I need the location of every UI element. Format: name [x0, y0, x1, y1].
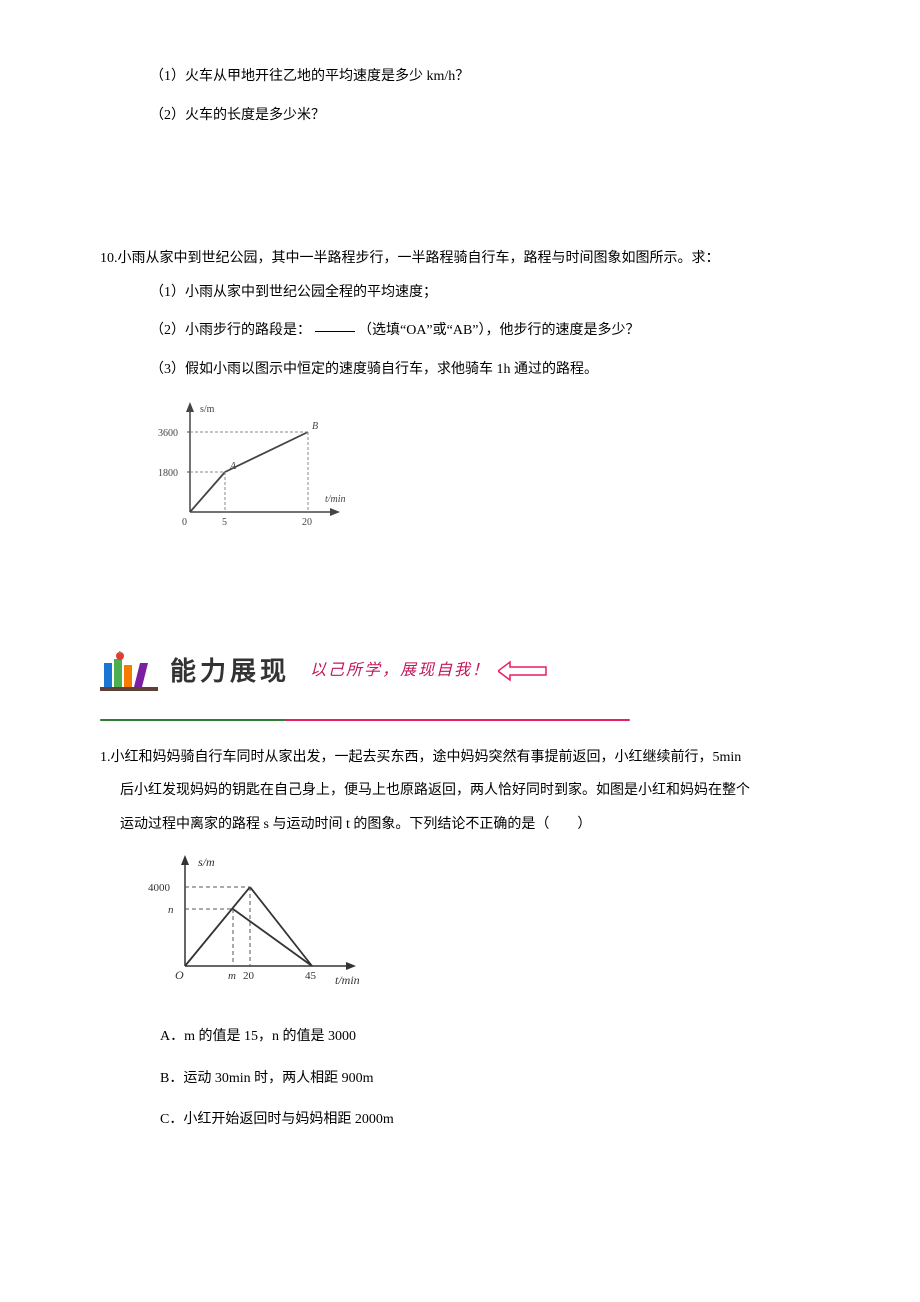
- blank-fill[interactable]: [315, 318, 355, 332]
- x-axis-label: t/min: [325, 494, 346, 505]
- option-A[interactable]: A．m 的值是 15，n 的值是 3000: [160, 1020, 820, 1054]
- question-10: 10.小雨从家中到世纪公园，其中一半路程步行，一半路程骑自行车，路程与时间图象如…: [100, 242, 820, 550]
- books-icon: [100, 651, 160, 691]
- section-title: 能力展现: [170, 640, 290, 702]
- x-axis-label: t/min: [335, 973, 360, 987]
- q1-chart: s/m t/min 4000 n O m 20 45: [140, 851, 820, 1005]
- xtick-20: 20: [302, 517, 312, 528]
- q10-sub2-b: （选填“OA”或“AB”），他步行的速度是多少？: [358, 323, 640, 338]
- point-A: A: [229, 461, 237, 472]
- xtick-5: 5: [222, 517, 227, 528]
- q9-sub2-text: （2）火车的长度是多少米？: [150, 108, 325, 123]
- q1-line1: 1.小红和妈妈骑自行车同时从家出发，一起去买东西，途中妈妈突然有事提前返回，小红…: [100, 741, 820, 775]
- point-B: B: [312, 421, 318, 432]
- option-C[interactable]: C．小红开始返回时与妈妈相距 2000m: [160, 1103, 820, 1137]
- xtick-0: 0: [182, 517, 187, 528]
- ytick-3600: 3600: [158, 428, 178, 439]
- q1-line3-text: 运动过程中离家的路程 s 与运动时间 t 的图象。下列结论不正确的是（ ）: [120, 817, 591, 832]
- section-banner: 能力展现 以己所学，展现自我！: [100, 640, 820, 702]
- option-C-text: C．小红开始返回时与妈妈相距 2000m: [160, 1112, 394, 1127]
- ytick-1800: 1800: [158, 468, 178, 479]
- q10-sub2: （2）小雨步行的路段是： （选填“OA”或“AB”），他步行的速度是多少？: [150, 314, 820, 348]
- q10-sub1: （1）小雨从家中到世纪公园全程的平均速度；: [150, 276, 820, 310]
- q1-line1-text: 1.小红和妈妈骑自行车同时从家出发，一起去买东西，途中妈妈突然有事提前返回，小红…: [100, 750, 741, 765]
- section-subtitle: 以己所学，展现自我！: [310, 652, 490, 690]
- xtick-20: 20: [243, 970, 255, 982]
- banner-arrow-icon: [498, 660, 548, 682]
- books-svg: [100, 651, 160, 691]
- q1-chart-svg: s/m t/min 4000 n O m 20 45: [140, 851, 370, 991]
- q10-sub3: （3）假如小雨以图示中恒定的速度骑自行车，求他骑车 1h 通过的路程。: [150, 353, 820, 387]
- y-axis-label: s/m: [198, 855, 215, 869]
- section-underline: [100, 719, 630, 721]
- q9-sub1: （1）火车从甲地开往乙地的平均速度是多少 km/h？: [150, 60, 820, 94]
- q10-intro-text: 10.小雨从家中到世纪公园，其中一半路程步行，一半路程骑自行车，路程与时间图象如…: [100, 251, 720, 266]
- q1-line3: 运动过程中离家的路程 s 与运动时间 t 的图象。下列结论不正确的是（ ）: [100, 808, 820, 842]
- xtick-m: m: [228, 970, 236, 982]
- y-axis-label: s/m: [200, 404, 215, 415]
- q1-line2: 后小红发现妈妈的钥匙在自己身上，便马上也原路返回，两人恰好同时到家。如图是小红和…: [100, 774, 820, 808]
- q1-line2-text: 后小红发现妈妈的钥匙在自己身上，便马上也原路返回，两人恰好同时到家。如图是小红和…: [120, 783, 750, 798]
- option-B-text: B．运动 30min 时，两人相距 900m: [160, 1071, 374, 1086]
- ytick-n: n: [168, 904, 174, 916]
- q9-sub1-text: （1）火车从甲地开往乙地的平均速度是多少 km/h？: [150, 69, 469, 84]
- q1-options: A．m 的值是 15，n 的值是 3000 B．运动 30min 时，两人相距 …: [160, 1020, 820, 1137]
- q10-intro: 10.小雨从家中到世纪公园，其中一半路程步行，一半路程骑自行车，路程与时间图象如…: [100, 242, 820, 276]
- xtick-O: O: [175, 968, 184, 982]
- xtick-45: 45: [305, 970, 317, 982]
- option-B[interactable]: B．运动 30min 时，两人相距 900m: [160, 1062, 820, 1096]
- q10-sub3-text: （3）假如小雨以图示中恒定的速度骑自行车，求他骑车 1h 通过的路程。: [150, 362, 598, 377]
- option-A-text: A．m 的值是 15，n 的值是 3000: [160, 1029, 356, 1044]
- q10-chart: s/m t/min 3600 1800 0 5 20: [150, 397, 820, 551]
- q10-chart-svg: s/m t/min 3600 1800 0 5 20: [150, 397, 350, 537]
- q10-sub1-text: （1）小雨从家中到世纪公园全程的平均速度；: [150, 285, 437, 300]
- ytick-4000: 4000: [148, 882, 171, 894]
- q9-sub2: （2）火车的长度是多少米？: [150, 99, 820, 133]
- question-1: 1.小红和妈妈骑自行车同时从家出发，一起去买东西，途中妈妈突然有事提前返回，小红…: [100, 741, 820, 1137]
- q10-sub2-a: （2）小雨步行的路段是：: [150, 323, 311, 338]
